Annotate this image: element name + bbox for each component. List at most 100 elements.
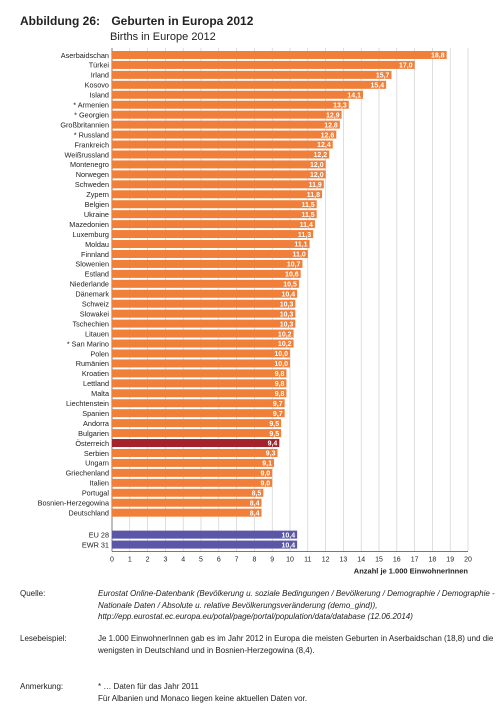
data-label: 11,1: [294, 242, 307, 249]
category-label: Belgien: [85, 200, 109, 209]
data-label: 14,1: [347, 92, 361, 99]
data-label: 10,4: [281, 291, 295, 298]
chart-title: Geburten in Europa 2012: [111, 14, 254, 28]
bar-row: Großbritannien 12,8: [60, 120, 340, 129]
category-label: Moldau: [85, 240, 109, 249]
x-tick-label: 19: [446, 557, 454, 564]
x-tick-label: 15: [375, 557, 383, 564]
remark-line-1: * … Daten für das Jahr 2011: [98, 682, 199, 691]
bar: [112, 508, 262, 517]
data-label: 11,9: [309, 182, 322, 189]
data-label: 9,8: [275, 371, 285, 378]
category-label: Montenegro: [70, 160, 109, 169]
bar: [112, 140, 333, 149]
bar-row: Luxemburg 11,3: [72, 230, 314, 239]
data-label: 10,4: [281, 532, 295, 539]
x-tick-label: 12: [322, 557, 330, 564]
bar-row: Aserbaidschan 18,8: [61, 51, 447, 60]
bar: [112, 259, 303, 268]
category-label: Niederlande: [70, 280, 109, 289]
category-label: * San Marino: [67, 339, 109, 348]
bar: [112, 200, 317, 209]
bar: [112, 530, 298, 539]
data-label: 10,7: [287, 262, 301, 269]
data-label: 10,3: [280, 301, 294, 308]
bar-row: Andorra 9,5: [83, 419, 282, 428]
bar-row: Slowakei 10,3: [80, 309, 296, 318]
category-label: Zypern: [86, 190, 109, 199]
x-tick-label: 10: [286, 557, 294, 564]
bar-row: Norwegen 12,0: [76, 170, 326, 179]
bar: [112, 190, 323, 199]
data-label: 9,8: [275, 391, 285, 398]
data-label: 9,5: [269, 431, 279, 438]
bar: [112, 448, 278, 457]
bar-row: Serbien 9,3: [84, 449, 278, 458]
bar-row: Zypern 11,8: [86, 190, 323, 199]
bar: [112, 458, 274, 467]
bar-row: Weißrussland 12,2: [65, 150, 330, 159]
bar-row: EU 28 10,4: [89, 530, 298, 539]
bar: [112, 210, 317, 219]
category-label: Kosovo: [85, 81, 109, 90]
x-tick-label: 11: [304, 557, 311, 564]
reading-text: Je 1.000 EinwohnerInnen gab es im Jahr 2…: [98, 634, 494, 655]
category-label: EU 28: [89, 530, 109, 539]
bar: [112, 349, 290, 358]
bar-row: Ukraine 11,5: [84, 210, 317, 219]
category-label: Kroatien: [82, 369, 109, 378]
data-label: 9,7: [273, 401, 283, 408]
data-label: 9,5: [269, 421, 279, 428]
bar-row: Kroatien 9,8: [82, 369, 287, 378]
category-label: Serbien: [84, 449, 109, 458]
data-label: 11,0: [293, 252, 306, 259]
category-label: Österreich: [75, 439, 109, 448]
bar: [112, 419, 282, 428]
bar-row: Litauen 10,2: [85, 329, 294, 338]
data-label: 12,8: [324, 122, 338, 129]
bar-row: Schweiz 10,3: [82, 300, 296, 309]
category-label: Dänemark: [75, 290, 109, 299]
bar: [112, 269, 301, 278]
data-label: 10,4: [281, 542, 295, 549]
data-label: 12,0: [310, 172, 324, 179]
bar: [112, 329, 294, 338]
bar-row: Dänemark 10,4: [75, 290, 298, 299]
data-label: 8,5: [252, 490, 262, 497]
bar-row: Niederlande 10,5: [70, 280, 299, 289]
data-label: 17,0: [399, 63, 413, 70]
bar-row: Frankreich 12,4: [75, 140, 333, 149]
category-label: Irland: [91, 71, 109, 80]
bar: [112, 488, 264, 497]
x-tick-label: 6: [217, 557, 221, 564]
data-label: 11,8: [307, 192, 320, 199]
bar: [112, 100, 349, 109]
remark-line-2: Für Albanien und Monaco liegen keine akt…: [98, 693, 308, 703]
x-tick-label: 18: [429, 557, 437, 564]
bar-row: Bulgarien 9,5: [78, 429, 282, 438]
bar: [112, 120, 340, 129]
bar-row: Bosnien-Herzegowina 8,4: [38, 499, 262, 508]
x-tick-label: 0: [110, 557, 114, 564]
category-label: Slowakei: [80, 309, 110, 318]
bar: [112, 60, 415, 69]
category-label: Bulgarien: [78, 429, 109, 438]
category-label: Bosnien-Herzegowina: [38, 499, 110, 508]
data-label: 10,3: [280, 321, 294, 328]
category-label: Norwegen: [76, 170, 109, 179]
category-label: Rumänien: [76, 359, 109, 368]
category-label: Großbritannien: [60, 120, 109, 129]
data-label: 10,2: [278, 341, 292, 348]
x-tick-label: 5: [199, 557, 203, 564]
data-label: 11,5: [301, 202, 314, 209]
bar-row: Tschechien 10,3: [72, 319, 296, 328]
category-label: EWR 31: [82, 540, 109, 549]
data-label: 12,0: [310, 162, 324, 169]
bar: [112, 150, 330, 159]
bar-row: Mazedonien 11,4: [69, 220, 315, 229]
data-label: 11,4: [300, 222, 313, 229]
category-label: Schweden: [75, 180, 109, 189]
bar-row: Griechenland 9,0: [66, 469, 273, 478]
remark-text: * … Daten für das Jahr 2011 Für Albanien…: [98, 681, 498, 704]
